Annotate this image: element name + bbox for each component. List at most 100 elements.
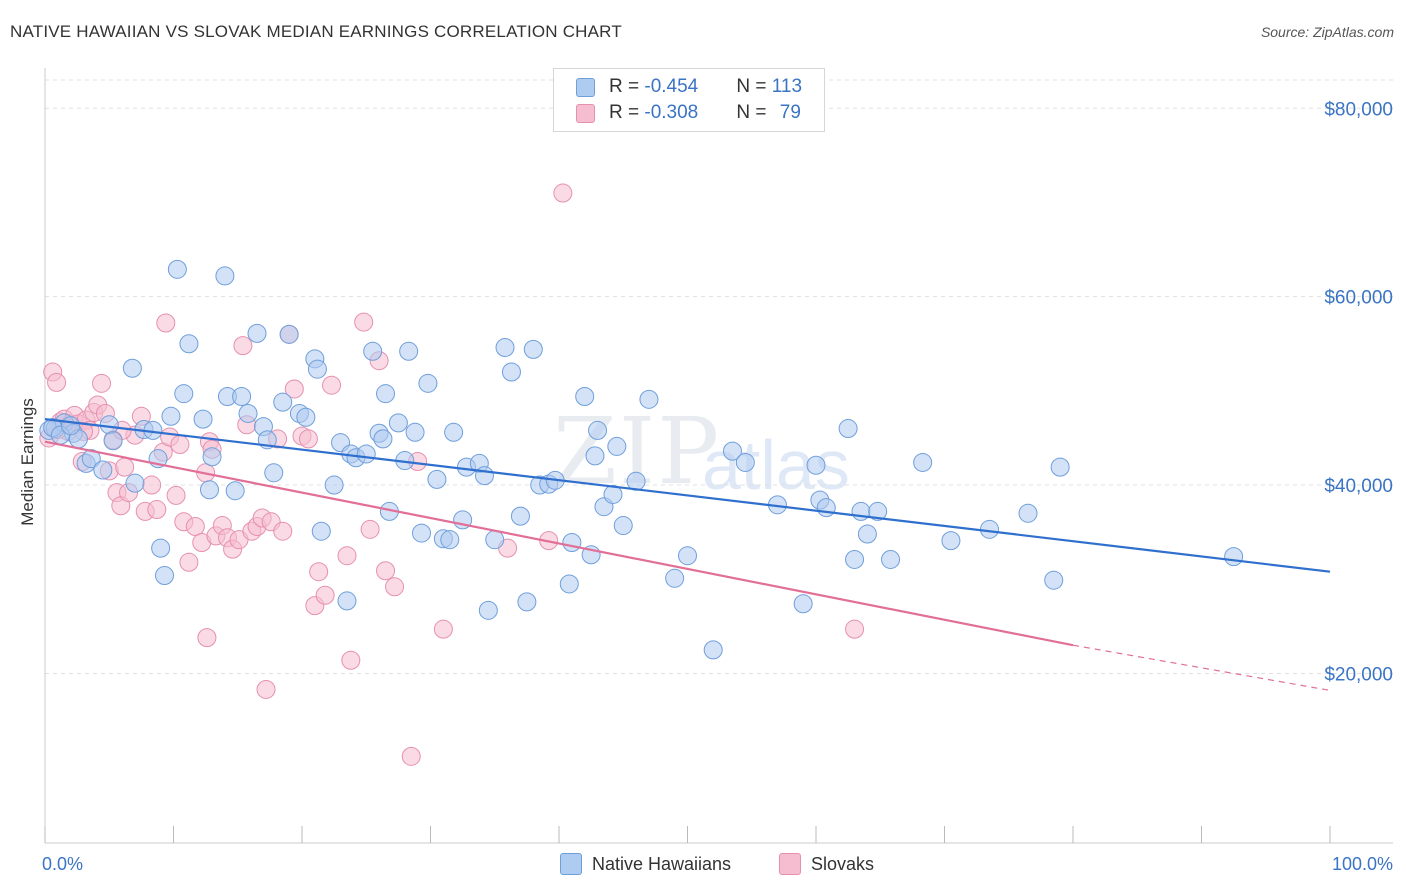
x-tick-label-max: 100.0% bbox=[1332, 854, 1393, 874]
native-hawaiians-point bbox=[1224, 547, 1244, 567]
chart-title: NATIVE HAWAIIAN VS SLOVAK MEDIAN EARNING… bbox=[10, 22, 622, 41]
chart-source: Source: ZipAtlas.com bbox=[1260, 24, 1394, 40]
native-hawaiians-point bbox=[913, 452, 933, 472]
legend-n-value: 79 bbox=[779, 102, 801, 123]
native-hawaiians-point bbox=[510, 506, 530, 526]
axis-labels: $20,000 $40,000 $60,000 $80,000 0.0% 100.0% Me… bbox=[18, 99, 1393, 874]
native-hawaiians-point bbox=[93, 460, 113, 480]
legend-r-label: R = bbox=[609, 102, 645, 123]
slovaks-point bbox=[179, 552, 199, 572]
native-hawaiians-point bbox=[1050, 457, 1070, 477]
native-hawaiians-point bbox=[517, 592, 537, 612]
native-hawaiians-point bbox=[816, 498, 836, 518]
x-tick-label-min: 0.0% bbox=[42, 854, 83, 874]
native-hawaiians-point bbox=[215, 266, 235, 286]
native-hawaiians-point bbox=[806, 455, 826, 475]
native-hawaiians-point bbox=[474, 466, 494, 486]
native-hawaiians-point bbox=[155, 565, 175, 585]
legend-row-slovaks: R = -0.308 N = 79 bbox=[576, 101, 801, 125]
native-hawaiians-point bbox=[427, 469, 447, 489]
slovaks-point bbox=[233, 336, 253, 356]
native-hawaiians-point bbox=[418, 373, 438, 393]
native-hawaiians-point bbox=[273, 392, 293, 412]
grid-layer bbox=[45, 79, 1393, 674]
native-hawaiians-point bbox=[376, 384, 396, 404]
legend-swatch-blue bbox=[576, 77, 595, 97]
slovaks-point bbox=[553, 183, 573, 203]
native-hawaiians-point bbox=[881, 549, 901, 569]
slovaks-point bbox=[845, 619, 865, 639]
native-hawaiians-point bbox=[388, 413, 408, 433]
native-hawaiians-point bbox=[122, 358, 142, 378]
native-hawaiians-point bbox=[585, 446, 605, 466]
y-tick-label: $60,000 bbox=[1324, 288, 1393, 309]
native-hawaiians-point bbox=[199, 480, 219, 500]
slovaks-point bbox=[322, 375, 342, 395]
native-hawaiians-point bbox=[440, 530, 460, 550]
legend-n-value: 113 bbox=[771, 76, 803, 97]
native-hawaiians-point bbox=[845, 549, 865, 569]
native-hawaiians-point bbox=[405, 422, 425, 442]
bottom-legend-swatch-pink bbox=[779, 853, 801, 875]
native-hawaiians-point bbox=[296, 407, 316, 427]
native-hawaiians-point bbox=[868, 501, 888, 521]
slovaks-point bbox=[256, 679, 276, 699]
native-hawaiians-point bbox=[735, 452, 755, 472]
native-hawaiians-point bbox=[1044, 570, 1064, 590]
legend-n-label: N = bbox=[736, 76, 772, 97]
native-hawaiians-point bbox=[232, 387, 252, 407]
native-hawaiians-point bbox=[838, 419, 858, 439]
native-hawaiians-point bbox=[412, 523, 432, 543]
native-hawaiians-point bbox=[562, 533, 582, 553]
native-hawaiians-point bbox=[523, 339, 543, 359]
slovaks-point bbox=[385, 577, 405, 597]
native-hawaiians-point bbox=[559, 574, 579, 594]
slovaks-point bbox=[92, 373, 112, 393]
slovaks-point bbox=[298, 429, 318, 449]
slovaks-point bbox=[273, 521, 293, 541]
slovaks-point bbox=[284, 379, 304, 399]
y-tick-label: $40,000 bbox=[1324, 476, 1393, 497]
native-hawaiians-point bbox=[495, 338, 515, 358]
slovaks-point bbox=[47, 372, 67, 392]
native-hawaiians-point bbox=[238, 403, 258, 423]
native-hawaiians-point bbox=[722, 441, 742, 461]
native-hawaiians-point bbox=[941, 531, 961, 551]
slovaks-point bbox=[142, 475, 162, 495]
native-hawaiians-point bbox=[167, 259, 187, 279]
native-hawaiians-point bbox=[703, 640, 723, 660]
correlation-legend: R = -0.454 N = 113 R = -0.308 N = 79 bbox=[553, 68, 825, 132]
native-hawaiians-point bbox=[979, 519, 999, 539]
native-hawaiians-point bbox=[337, 591, 357, 611]
native-hawaiians-point bbox=[81, 449, 101, 469]
native-hawaiians-point bbox=[193, 409, 213, 429]
native-hawaiians-point bbox=[793, 594, 813, 614]
slovaks-point bbox=[315, 585, 335, 605]
native-hawaiians-point bbox=[399, 341, 419, 361]
native-hawaiians-point bbox=[174, 384, 194, 404]
slovaks-trend-line bbox=[44, 440, 1074, 647]
legend-r-value: -0.308 bbox=[644, 102, 699, 123]
native-hawaiians-point bbox=[61, 416, 81, 436]
native-hawaiians-point bbox=[444, 422, 464, 442]
native-hawaiians-points bbox=[39, 259, 1244, 660]
native-hawaiians-point bbox=[356, 444, 376, 464]
native-hawaiians-point bbox=[324, 475, 344, 495]
slovaks-point bbox=[309, 562, 329, 582]
bottom-legend-native-hawaiians: Native Hawaiians bbox=[560, 851, 731, 877]
native-hawaiians-point bbox=[678, 546, 697, 566]
native-hawaiians-point bbox=[151, 538, 171, 558]
native-hawaiians-point bbox=[1018, 503, 1038, 523]
slovaks-point bbox=[197, 628, 217, 648]
native-hawaiians-point bbox=[485, 530, 505, 550]
native-hawaiians-point bbox=[103, 431, 123, 451]
native-hawaiians-point bbox=[202, 447, 222, 467]
slovaks-point bbox=[376, 561, 396, 581]
native-hawaiians-point bbox=[363, 341, 383, 361]
y-tick-label: $80,000 bbox=[1324, 99, 1393, 120]
legend-r-label: R = bbox=[609, 76, 645, 97]
native-hawaiians-point bbox=[225, 481, 245, 501]
native-hawaiians-point bbox=[665, 568, 685, 588]
slovaks-point bbox=[341, 650, 361, 670]
bottom-legend-label: Slovaks bbox=[811, 853, 875, 874]
